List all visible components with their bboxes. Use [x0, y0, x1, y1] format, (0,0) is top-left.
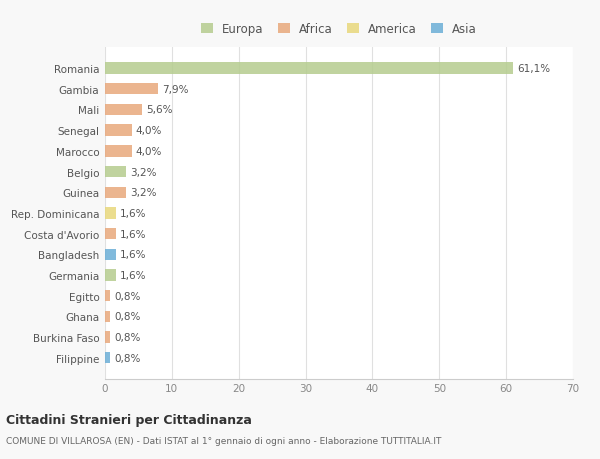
Text: Cittadini Stranieri per Cittadinanza: Cittadini Stranieri per Cittadinanza — [6, 413, 252, 426]
Bar — [105, 167, 127, 178]
Text: 1,6%: 1,6% — [120, 208, 146, 218]
Bar — [105, 146, 132, 157]
Text: 4,0%: 4,0% — [136, 146, 162, 157]
Bar — [105, 208, 116, 219]
Bar — [105, 311, 110, 322]
Bar — [105, 63, 514, 74]
Bar — [105, 229, 116, 240]
Text: 5,6%: 5,6% — [146, 105, 173, 115]
Text: 0,8%: 0,8% — [115, 353, 141, 363]
Text: COMUNE DI VILLAROSA (EN) - Dati ISTAT al 1° gennaio di ogni anno - Elaborazione : COMUNE DI VILLAROSA (EN) - Dati ISTAT al… — [6, 436, 442, 445]
Text: 3,2%: 3,2% — [130, 188, 157, 198]
Bar — [105, 125, 132, 136]
Bar — [105, 84, 158, 95]
Text: 61,1%: 61,1% — [518, 64, 551, 74]
Text: 0,8%: 0,8% — [115, 312, 141, 322]
Bar — [105, 187, 127, 198]
Text: 1,6%: 1,6% — [120, 250, 146, 260]
Bar — [105, 332, 110, 343]
Text: 7,9%: 7,9% — [162, 84, 188, 95]
Bar — [105, 270, 116, 281]
Legend: Europa, Africa, America, Asia: Europa, Africa, America, Asia — [201, 23, 477, 36]
Text: 0,8%: 0,8% — [115, 332, 141, 342]
Text: 4,0%: 4,0% — [136, 126, 162, 136]
Text: 1,6%: 1,6% — [120, 229, 146, 239]
Text: 3,2%: 3,2% — [130, 167, 157, 177]
Bar — [105, 353, 110, 364]
Bar — [105, 249, 116, 260]
Bar — [105, 291, 110, 302]
Text: 0,8%: 0,8% — [115, 291, 141, 301]
Text: 1,6%: 1,6% — [120, 270, 146, 280]
Bar — [105, 105, 142, 116]
